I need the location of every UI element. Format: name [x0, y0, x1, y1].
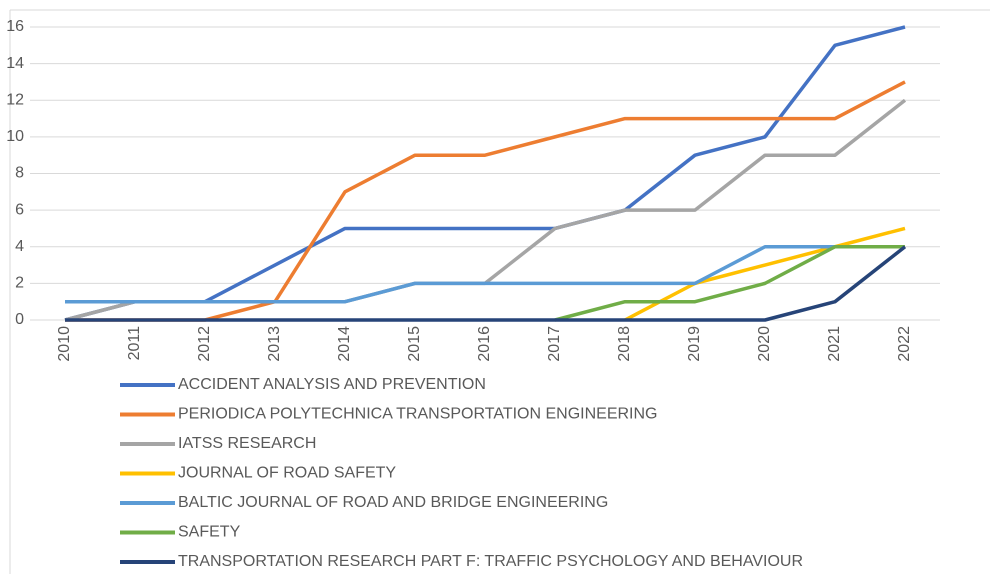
y-tick-label: 14 [6, 55, 24, 72]
legend-label: BALTIC JOURNAL OF ROAD AND BRIDGE ENGINE… [178, 494, 608, 511]
x-tick-label: 2012 [196, 326, 213, 362]
x-tick-label: 2019 [686, 326, 703, 362]
y-tick-label: 6 [15, 201, 24, 218]
y-tick-label: 2 [15, 275, 24, 292]
y-tick-label: 8 [15, 165, 24, 182]
y-tick-label: 16 [6, 18, 24, 35]
x-tick-label: 2015 [406, 326, 423, 362]
x-tick-label: 2014 [336, 326, 353, 362]
legend-label: SAFETY [178, 524, 241, 541]
series-line [65, 245, 907, 322]
x-tick-label: 2010 [56, 326, 73, 362]
series-line [624, 226, 906, 322]
x-tick-label: 2017 [546, 326, 563, 362]
x-tick-label: 2011 [126, 326, 143, 361]
x-tick-label: 2020 [756, 326, 773, 362]
y-tick-label: 0 [15, 311, 24, 328]
legend-label: ACCIDENT ANALYSIS AND PREVENTION [178, 376, 486, 393]
series-line [554, 245, 905, 322]
legend-label: JOURNAL OF ROAD SAFETY [178, 465, 396, 482]
x-tick-label: 2016 [476, 326, 493, 362]
x-tick-label: 2022 [896, 326, 913, 362]
y-tick-label: 12 [6, 91, 24, 108]
legend-label: PERIODICA POLYTECHNICA TRANSPORTATION EN… [178, 406, 658, 423]
x-tick-label: 2018 [616, 326, 633, 362]
y-tick-label: 4 [15, 238, 24, 255]
x-tick-label: 2021 [826, 326, 843, 362]
x-tick-label: 2013 [266, 326, 283, 362]
legend-label: TRANSPORTATION RESEARCH PART F: TRAFFIC … [178, 553, 803, 570]
legend-label: IATSS RESEARCH [178, 435, 316, 452]
y-tick-label: 10 [6, 128, 24, 145]
series-line [65, 245, 905, 304]
